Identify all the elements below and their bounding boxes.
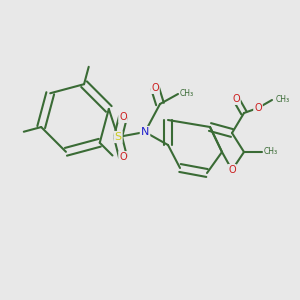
- Text: O: O: [151, 83, 159, 93]
- Text: S: S: [114, 132, 122, 142]
- Text: CH₃: CH₃: [264, 148, 278, 157]
- Text: O: O: [228, 165, 236, 175]
- Text: CH₃: CH₃: [180, 89, 194, 98]
- Text: CH₃: CH₃: [276, 95, 290, 104]
- Text: N: N: [141, 127, 149, 137]
- Text: O: O: [232, 94, 240, 104]
- Text: O: O: [119, 152, 127, 162]
- Text: O: O: [254, 103, 262, 113]
- Text: O: O: [119, 112, 127, 122]
